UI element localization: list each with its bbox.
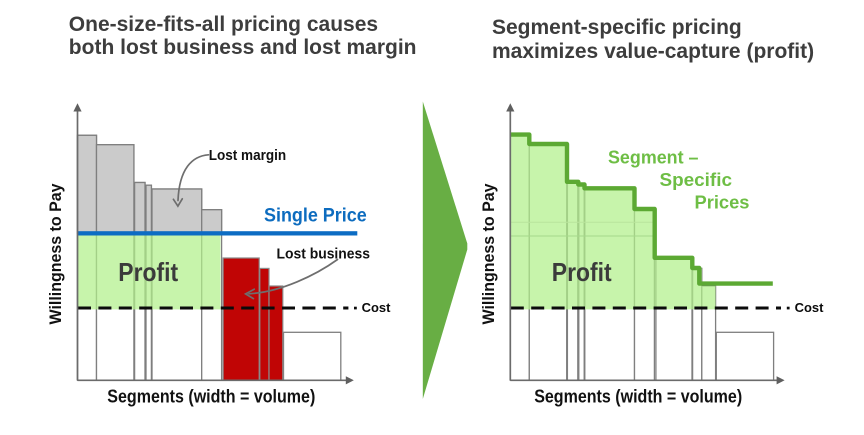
svg-text:both lost business and lost ma: both lost business and lost margin xyxy=(69,36,417,59)
svg-text:Willingness to Pay: Willingness to Pay xyxy=(479,183,498,325)
svg-text:Prices: Prices xyxy=(695,192,750,212)
svg-text:maximizes value-capture (profi: maximizes value-capture (profit) xyxy=(492,40,814,63)
svg-text:Segments (width = volume): Segments (width = volume) xyxy=(107,385,315,406)
svg-text:Cost: Cost xyxy=(362,300,391,315)
svg-text:Single Price: Single Price xyxy=(264,205,367,226)
svg-text:Segments (width = volume): Segments (width = volume) xyxy=(534,385,742,406)
svg-text:Lost margin: Lost margin xyxy=(209,148,287,164)
svg-text:Segment-specific pricing: Segment-specific pricing xyxy=(492,16,742,39)
svg-text:Willingness to Pay: Willingness to Pay xyxy=(46,183,65,325)
svg-text:Lost business: Lost business xyxy=(277,246,371,262)
svg-text:Profit: Profit xyxy=(118,259,178,287)
svg-text:Segment –: Segment – xyxy=(608,147,699,167)
svg-text:Profit: Profit xyxy=(552,259,612,287)
svg-text:Cost: Cost xyxy=(795,300,824,315)
svg-text:Specific: Specific xyxy=(660,170,733,190)
svg-text:One-size-fits-all pricing caus: One-size-fits-all pricing causes xyxy=(69,13,378,36)
